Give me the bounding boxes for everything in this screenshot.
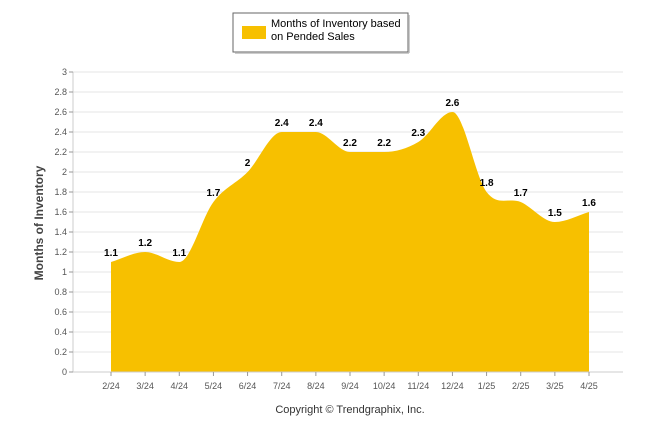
area-series bbox=[111, 112, 589, 372]
y-tick-label: 0 bbox=[62, 367, 67, 377]
x-tick-label: 1/25 bbox=[478, 381, 496, 391]
x-tick-labels: 2/24 3/24 4/24 5/24 6/24 7/24 8/24 9/24 10/24 11/… bbox=[102, 372, 598, 391]
legend-text-line-1: Months of Inventory based bbox=[271, 18, 401, 30]
x-tick-label: 5/24 bbox=[205, 381, 223, 391]
data-label: 1.7 bbox=[206, 188, 220, 199]
y-tick-label: 1.2 bbox=[54, 247, 67, 257]
y-tick-label: 0.4 bbox=[54, 327, 67, 337]
data-label: 2.3 bbox=[411, 128, 425, 139]
data-label: 1.5 bbox=[548, 208, 562, 219]
data-label: 2 bbox=[245, 158, 251, 169]
y-tick-label: 0.8 bbox=[54, 287, 67, 297]
y-tick-label: 1 bbox=[62, 267, 67, 277]
y-axis-title: Months of Inventory bbox=[32, 165, 46, 280]
data-label: 2.6 bbox=[445, 98, 459, 109]
data-label: 2.4 bbox=[275, 118, 289, 129]
data-label: 2.4 bbox=[309, 118, 323, 129]
legend: Months of Inventory based on Pended Sale… bbox=[232, 12, 410, 54]
data-labels: 1.1 1.2 1.1 1.7 2 2.4 2.4 2.2 2.2 2.3 2.6 1.8 1.7 1.5… bbox=[104, 98, 596, 259]
x-tick-label: 3/25 bbox=[546, 381, 564, 391]
copyright-text: Copyright © Trendgraphix, Inc. bbox=[275, 404, 424, 416]
data-label: 1.1 bbox=[104, 248, 118, 259]
y-tick-label: 0.2 bbox=[54, 347, 67, 357]
y-tick-label: 1.4 bbox=[54, 227, 67, 237]
x-tick-label: 4/25 bbox=[580, 381, 598, 391]
y-tick-labels: 0 0.2 0.4 0.6 0.8 1 1.2 1.4 1.6 1.8 2 2.2 2.4 2.6 2.8 3 bbox=[54, 67, 73, 377]
x-tick-label: 2/24 bbox=[102, 381, 120, 391]
legend-text-line-2: on Pended Sales bbox=[271, 31, 355, 43]
y-tick-label: 2.4 bbox=[54, 127, 67, 137]
x-tick-label: 6/24 bbox=[239, 381, 257, 391]
y-tick-label: 2.8 bbox=[54, 87, 67, 97]
x-tick-label: 12/24 bbox=[441, 381, 464, 391]
data-label: 2.2 bbox=[343, 138, 357, 149]
y-tick-label: 1.8 bbox=[54, 187, 67, 197]
x-tick-label: 9/24 bbox=[341, 381, 359, 391]
y-tick-label: 3 bbox=[62, 67, 67, 77]
y-tick-label: 2 bbox=[62, 167, 67, 177]
legend-swatch bbox=[242, 26, 266, 39]
x-tick-label: 4/24 bbox=[171, 381, 189, 391]
data-label: 1.1 bbox=[172, 248, 186, 259]
y-tick-label: 0.6 bbox=[54, 307, 67, 317]
data-label: 1.7 bbox=[514, 188, 528, 199]
data-label: 1.6 bbox=[582, 198, 596, 209]
data-label: 1.2 bbox=[138, 238, 152, 249]
y-tick-label: 2.6 bbox=[54, 107, 67, 117]
x-tick-label: 2/25 bbox=[512, 381, 530, 391]
x-tick-label: 8/24 bbox=[307, 381, 325, 391]
x-tick-label: 3/24 bbox=[136, 381, 154, 391]
y-tick-label: 1.6 bbox=[54, 207, 67, 217]
data-label: 1.8 bbox=[480, 178, 494, 189]
x-tick-label: 7/24 bbox=[273, 381, 291, 391]
x-tick-label: 10/24 bbox=[373, 381, 396, 391]
data-label: 2.2 bbox=[377, 138, 391, 149]
y-tick-label: 2.2 bbox=[54, 147, 67, 157]
x-tick-label: 11/24 bbox=[407, 381, 429, 391]
